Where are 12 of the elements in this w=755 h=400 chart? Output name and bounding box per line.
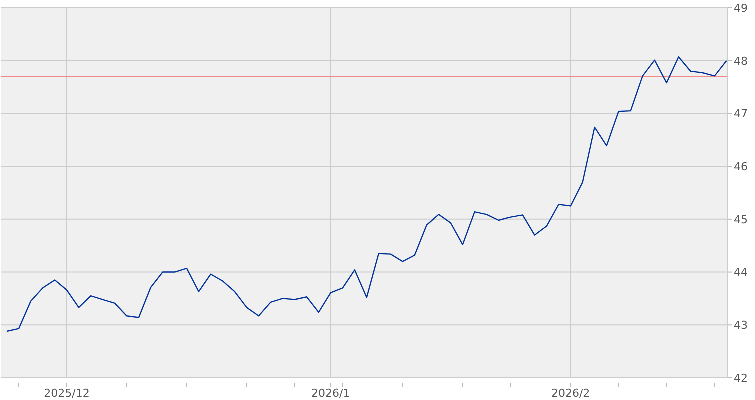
y-tick-label: 45 [734,213,748,226]
x-tick-label: 2026/2 [551,387,590,400]
x-tick-label: 2026/1 [312,387,350,400]
y-tick-label: 46 [734,160,748,174]
y-tick-label: 49 [734,2,748,15]
x-tick-label: 2025/12 [44,387,90,400]
y-tick-label: 42 [734,372,748,385]
y-tick-label: 48 [734,54,748,68]
y-tick-label: 44 [734,266,748,280]
y-tick-label: 43 [734,319,748,332]
y-tick-label: 47 [734,108,748,121]
line-series [6,56,728,332]
